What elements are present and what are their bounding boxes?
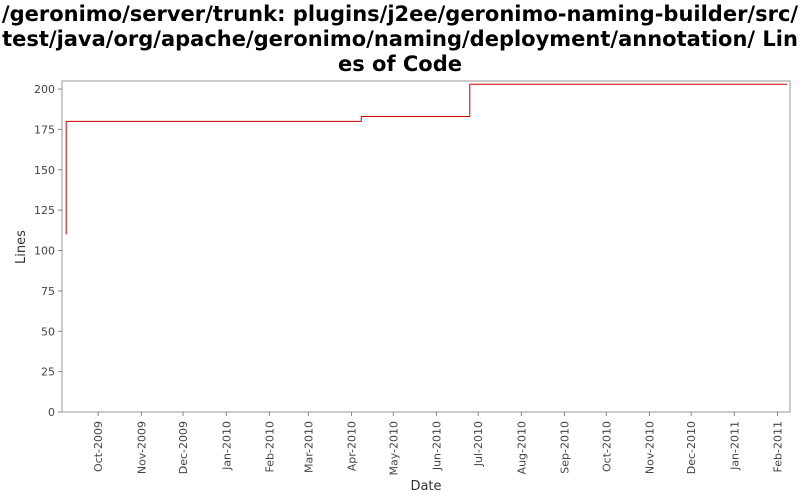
y-axis-label: Lines: [14, 230, 29, 264]
x-tick-label: May-2010: [387, 421, 400, 476]
y-tick-label: 0: [48, 406, 55, 419]
x-tick-label: Mar-2010: [302, 421, 315, 473]
y-tick-label: 125: [34, 204, 55, 217]
plot-area: [61, 80, 791, 413]
x-tick-label: Jul-2010: [472, 421, 485, 467]
y-tick-label: 175: [34, 123, 55, 136]
chart-title: /geronimo/server/trunk: plugins/j2ee/ger…: [1, 2, 799, 76]
y-axis: 0 25 50 75 100 125 150 175 200: [34, 83, 62, 419]
y-tick-label: 200: [34, 83, 55, 96]
x-tick-label: Jan-2011: [728, 421, 741, 471]
x-tick-label: Aug-2010: [515, 421, 528, 474]
y-tick-label: 75: [41, 285, 55, 298]
x-tick-label: Oct-2009: [92, 421, 105, 472]
y-tick-label: 50: [41, 325, 55, 338]
x-tick-label: Nov-2009: [135, 421, 148, 474]
x-tick-label: Sep-2010: [559, 421, 572, 474]
x-tick-label: Nov-2010: [643, 421, 656, 474]
x-tick-label: Oct-2010: [600, 421, 613, 472]
series-line: [65, 83, 788, 235]
x-tick-label: Apr-2010: [346, 421, 359, 471]
y-tick-label: 150: [34, 164, 55, 177]
series-group: [65, 83, 788, 235]
x-tick-label: Jan-2010: [220, 421, 233, 471]
x-tick-label: Dec-2010: [685, 421, 698, 474]
x-tick-label: Feb-2010: [263, 421, 276, 472]
x-tick-label: Jun-2010: [430, 421, 443, 471]
x-tick-label: Feb-2011: [771, 421, 784, 472]
x-axis-label: Date: [410, 479, 441, 494]
y-tick-label: 25: [41, 366, 55, 379]
x-axis: Oct-2009 Nov-2009 Dec-2009 Jan-2010 Feb-2010…: [92, 412, 784, 476]
y-tick-label: 100: [34, 245, 55, 258]
x-tick-label: Dec-2009: [177, 421, 190, 474]
